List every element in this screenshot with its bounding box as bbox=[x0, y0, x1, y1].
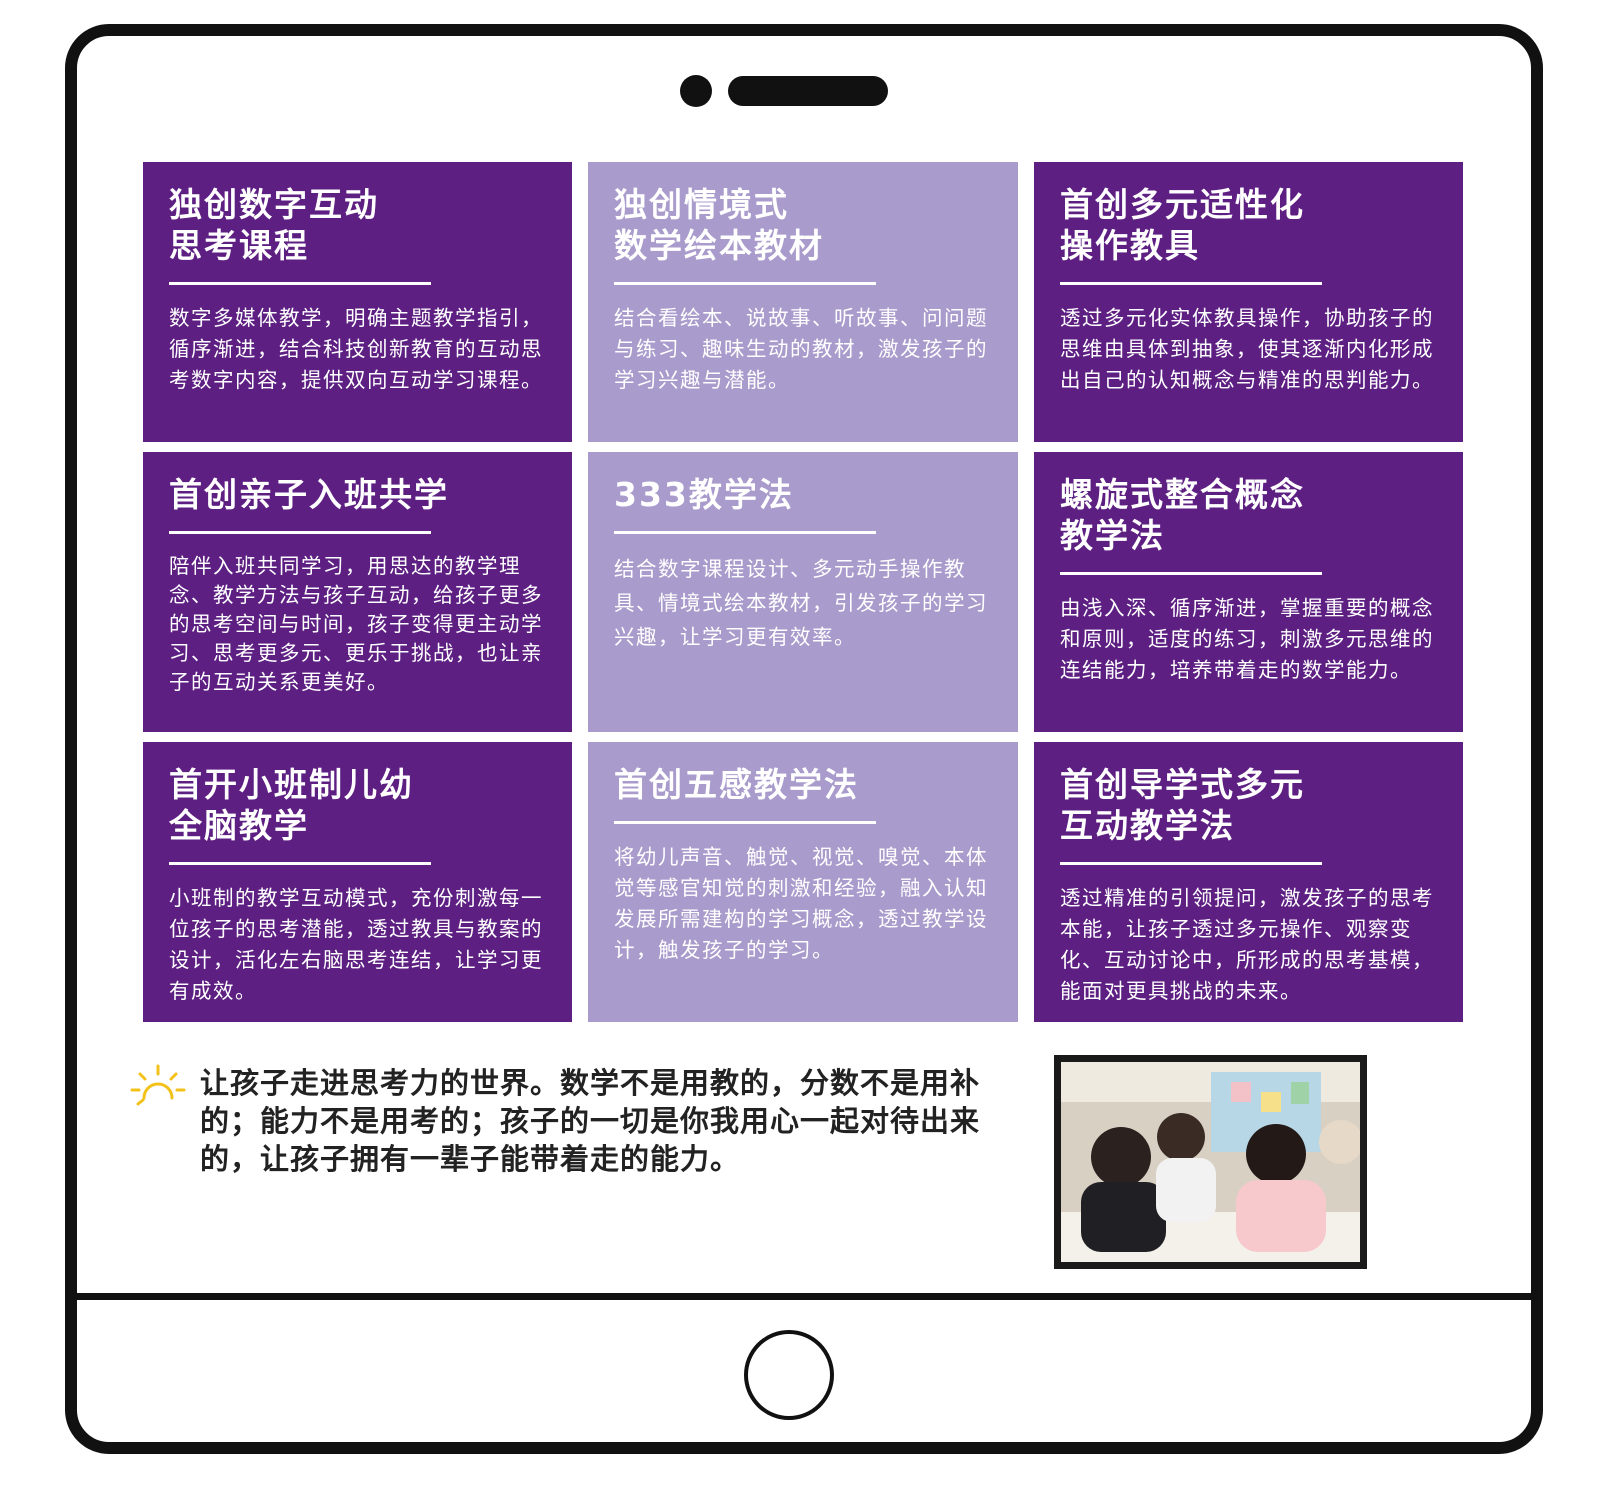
quote-text: 让孩子走进思考力的世界。数学不是用教的，分数不是用补的；能力不是用考的；孩子的一… bbox=[200, 1066, 981, 1176]
card-body: 结合看绘本、说故事、听故事、问问题与练习、趣味生动的教材，激发孩子的学习兴趣与潜… bbox=[614, 306, 988, 392]
feature-card: 首创亲子入班共学 陪伴入班共同学习，用思达的教学理念、教学方法与孩子互动，给孩子… bbox=[143, 452, 572, 732]
card-divider bbox=[169, 531, 431, 534]
feature-card: 独创数字互动 思考课程 数字多媒体教学，明确主题教学指引，循序渐进，结合科技创新… bbox=[143, 162, 572, 442]
feature-card: 独创情境式 数学绘本教材 结合看绘本、说故事、听故事、问问题与练习、趣味生动的教… bbox=[588, 162, 1018, 442]
bezel-divider bbox=[77, 1293, 1531, 1300]
card-body: 将幼儿声音、触觉、视觉、嗅觉、本体觉等感官知觉的刺激和经验，融入认知发展所需建构… bbox=[614, 845, 988, 962]
card-divider bbox=[169, 862, 431, 865]
feature-card: 首开小班制儿幼 全脑教学 小班制的教学互动模式，充份刺激每一位孩子的思考潜能，透… bbox=[143, 742, 572, 1022]
card-title: 首开小班制儿幼 全脑教学 bbox=[169, 765, 414, 845]
card-body: 结合数字课程设计、多元动手操作教具、情境式绘本教材，引发孩子的学习兴趣，让学习更… bbox=[614, 557, 988, 649]
feature-card: 333教学法 结合数字课程设计、多元动手操作教具、情境式绘本教材，引发孩子的学习… bbox=[588, 452, 1018, 732]
card-body: 陪伴入班共同学习，用思达的教学理念、教学方法与孩子互动，给孩子更多的思考空间与时… bbox=[169, 554, 543, 694]
card-divider bbox=[169, 282, 431, 285]
feature-grid: 独创数字互动 思考课程 数字多媒体教学，明确主题教学指引，循序渐进，结合科技创新… bbox=[143, 162, 1463, 1022]
card-divider bbox=[614, 821, 876, 824]
card-divider bbox=[614, 282, 876, 285]
card-title: 333教学法 bbox=[614, 475, 794, 514]
card-body: 数字多媒体教学，明确主题教学指引，循序渐进，结合科技创新教育的互动思考数字内容，… bbox=[169, 306, 543, 392]
card-body: 透过精准的引领提问，激发孩子的思考本能，让孩子透过多元操作、观察变化、互动讨论中… bbox=[1060, 886, 1434, 1003]
speaker-icon bbox=[728, 76, 888, 106]
card-title: 螺旋式整合概念 教学法 bbox=[1060, 475, 1305, 555]
home-button[interactable] bbox=[744, 1330, 834, 1420]
classroom-photo bbox=[1054, 1055, 1367, 1269]
card-title: 独创情境式 数学绘本教材 bbox=[614, 185, 824, 265]
feature-card: 首创五感教学法 将幼儿声音、触觉、视觉、嗅觉、本体觉等感官知觉的刺激和经验，融入… bbox=[588, 742, 1018, 1022]
card-divider bbox=[1060, 282, 1322, 285]
card-body: 小班制的教学互动模式，充份刺激每一位孩子的思考潜能，透过教具与教案的设计，活化左… bbox=[169, 886, 543, 1003]
card-title: 首创多元适性化 操作教具 bbox=[1060, 185, 1305, 265]
card-divider bbox=[1060, 572, 1322, 575]
sun-icon bbox=[130, 1064, 186, 1106]
card-body: 由浅入深、循序渐进，掌握重要的概念和原则，适度的练习，刺激多元思维的连结能力，培… bbox=[1060, 596, 1434, 682]
card-divider bbox=[614, 531, 876, 534]
feature-card: 首创导学式多元 互动教学法 透过精准的引领提问，激发孩子的思考本能，让孩子透过多… bbox=[1034, 742, 1463, 1022]
card-title: 首创亲子入班共学 bbox=[169, 475, 449, 514]
feature-card: 首创多元适性化 操作教具 透过多元化实体教具操作，协助孩子的思维由具体到抽象，使… bbox=[1034, 162, 1463, 442]
feature-card: 螺旋式整合概念 教学法 由浅入深、循序渐进，掌握重要的概念和原则，适度的练习，刺… bbox=[1034, 452, 1463, 732]
camera-icon bbox=[680, 75, 712, 107]
card-body: 透过多元化实体教具操作，协助孩子的思维由具体到抽象，使其逐渐内化形成出自己的认知… bbox=[1060, 306, 1434, 392]
card-title: 首创五感教学法 bbox=[614, 765, 859, 804]
card-divider bbox=[1060, 862, 1322, 865]
card-title: 独创数字互动 思考课程 bbox=[169, 185, 379, 265]
card-title: 首创导学式多元 互动教学法 bbox=[1060, 765, 1305, 845]
